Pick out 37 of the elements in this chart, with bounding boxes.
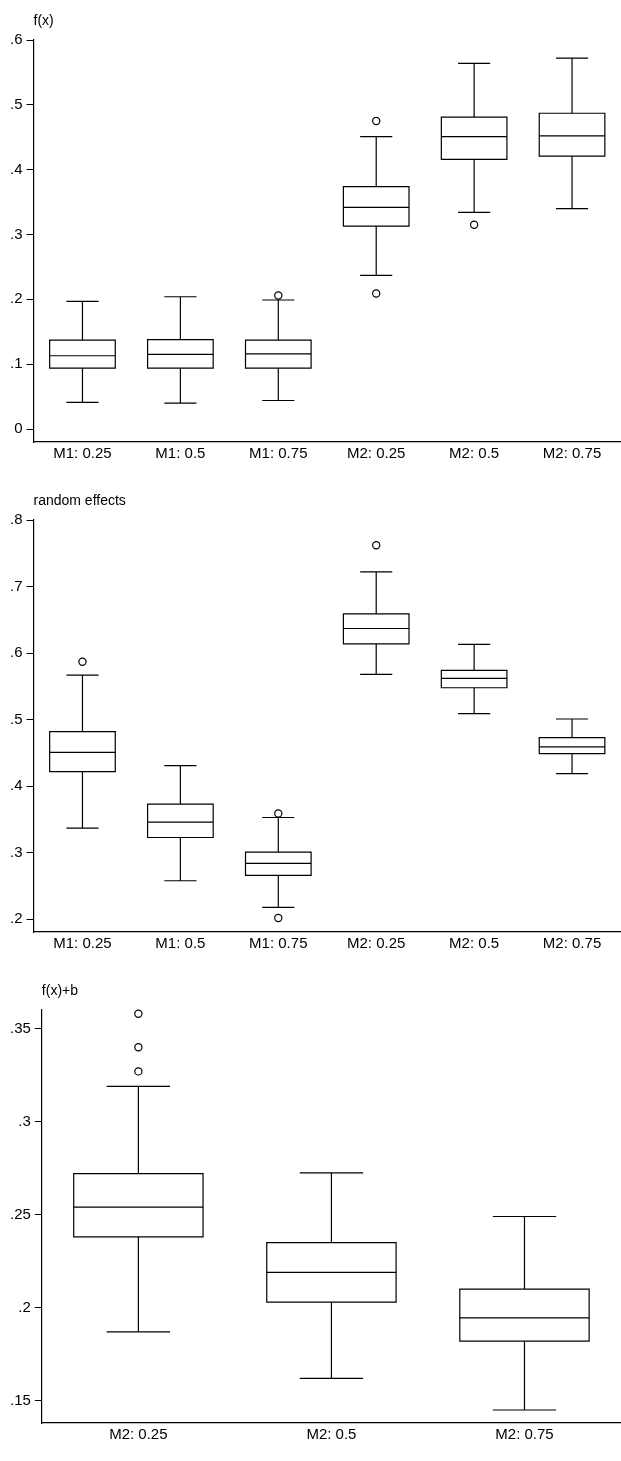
- y-tick-label: 0: [14, 419, 23, 437]
- y-tick-label: .2: [9, 289, 23, 307]
- y-tick-label: .6: [9, 643, 23, 661]
- chart-title: f(x)+b: [41, 981, 79, 998]
- x-tick-label: M1: 0.5: [155, 934, 206, 952]
- x-tick-label: M1: 0.75: [249, 934, 308, 952]
- y-tick-label: .35: [9, 1018, 31, 1036]
- y-tick-label: .1: [9, 354, 23, 372]
- x-tick-label: M2: 0.5: [449, 934, 500, 952]
- y-tick-label: .3: [9, 842, 23, 860]
- x-tick-label: M2: 0.75: [542, 934, 602, 952]
- y-tick-label: .15: [9, 1390, 31, 1408]
- x-tick-label: M2: 0.5: [449, 444, 500, 462]
- y-tick-label: .3: [9, 224, 23, 242]
- y-tick-label: .2: [9, 909, 23, 927]
- y-tick-label: .8: [9, 510, 23, 528]
- x-tick-label: M2: 0.5: [306, 1425, 357, 1443]
- x-tick-label: M2: 0.25: [347, 444, 406, 462]
- y-tick-label: .3: [18, 1111, 31, 1129]
- y-tick-label: .7: [9, 576, 23, 594]
- y-tick-label: .4: [9, 776, 23, 794]
- x-tick-label: M2: 0.75: [542, 444, 602, 462]
- x-tick-label: M1: 0.25: [53, 444, 112, 462]
- y-tick-label: .5: [9, 94, 23, 112]
- x-tick-label: M1: 0.25: [53, 934, 112, 952]
- x-tick-label: M2: 0.25: [109, 1425, 168, 1443]
- y-tick-label: .6: [9, 30, 23, 48]
- x-tick-label: M1: 0.75: [249, 444, 308, 462]
- chart-title: f(x): [33, 11, 54, 28]
- y-tick-label: .25: [9, 1204, 31, 1222]
- chart-title: random effects: [33, 491, 126, 508]
- y-tick-label: .2: [18, 1297, 31, 1315]
- y-tick-label: .5: [9, 709, 23, 727]
- x-tick-label: M1: 0.5: [155, 444, 206, 462]
- x-tick-label: M2: 0.25: [347, 934, 406, 952]
- y-tick-label: .4: [9, 159, 23, 177]
- x-tick-label: M2: 0.75: [495, 1425, 554, 1443]
